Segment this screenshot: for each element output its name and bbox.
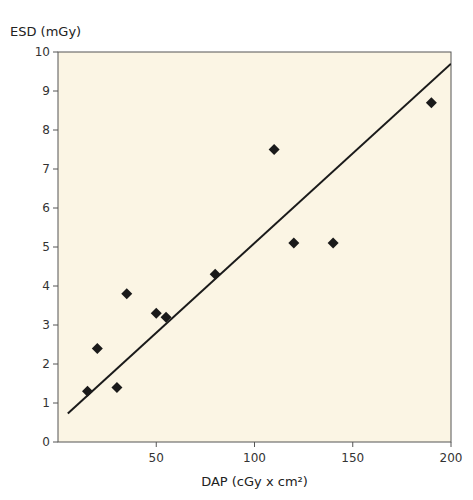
x-tick [254,442,255,447]
y-tick-label: 1 [42,396,50,410]
x-tick [352,442,353,447]
plot-area [58,52,451,442]
y-tick-label: 10 [35,45,50,59]
y-tick [53,130,58,131]
y-tick [53,325,58,326]
point [288,238,299,249]
regression-line [68,64,451,414]
point [328,238,339,249]
y-tick-label: 4 [42,279,50,293]
point [161,312,172,323]
x-tick [156,442,157,447]
y-tick [53,52,58,53]
y-tick [53,247,58,248]
y-tick-label: 6 [42,201,50,215]
x-axis-label: DAP (cGy x cm²) [201,474,308,489]
point [269,144,280,155]
y-tick [53,169,58,170]
y-tick-label: 3 [42,318,50,332]
x-tick-label: 100 [243,451,266,465]
y-axis-label: ESD (mGy) [10,24,81,39]
y-tick-label: 2 [42,357,50,371]
y-tick [53,91,58,92]
x-tick-label: 200 [440,451,463,465]
y-tick [53,364,58,365]
x-tick-label: 150 [341,451,364,465]
plot-frame [58,52,451,442]
y-tick-label: 8 [42,123,50,137]
point [210,269,221,280]
x-tick [451,442,452,447]
y-tick [53,442,58,443]
point [121,288,132,299]
y-tick-label: 9 [42,84,50,98]
point [111,382,122,393]
x-tick-label: 50 [149,451,164,465]
y-tick-label: 0 [42,435,50,449]
point [82,386,93,397]
y-tick [53,403,58,404]
marks [68,64,451,414]
point [92,343,103,354]
y-tick-label: 5 [42,240,50,254]
chart: 0 1 2 3 4 5 6 7 8 9 10 50 100 150 200 DAP (cGy x cm²) ES… [0,0,473,500]
point [426,97,437,108]
y-tick [53,208,58,209]
y-tick-label: 7 [42,162,50,176]
y-tick [53,286,58,287]
point [151,308,162,319]
